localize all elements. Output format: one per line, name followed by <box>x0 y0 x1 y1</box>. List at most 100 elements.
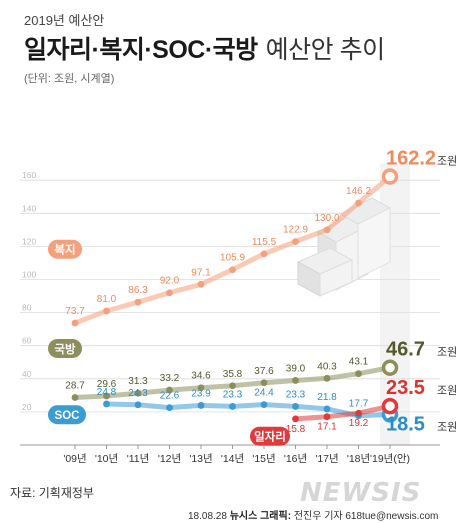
data-point <box>103 392 110 400</box>
final-unit-label: 조원 <box>437 420 457 433</box>
data-point <box>71 394 79 401</box>
data-point <box>292 238 299 246</box>
y-tick-label: 120 <box>22 236 36 246</box>
data-label: 97.1 <box>191 267 211 278</box>
data-label: 23.3 <box>286 389 306 400</box>
data-point <box>292 377 299 384</box>
data-label: 92.0 <box>160 276 180 287</box>
x-tick-label: '18년 <box>347 453 370 465</box>
final-unit-label: 조원 <box>437 346 457 359</box>
data-point <box>103 400 110 408</box>
chart-supertitle: 2019년 예산안 <box>24 13 105 28</box>
x-tick-label: '10년 <box>95 453 118 465</box>
data-label: 37.6 <box>254 366 274 377</box>
data-label: 29.6 <box>97 379 117 390</box>
final-value-label: 23.5 <box>386 377 425 399</box>
data-label: 43.1 <box>349 357 369 368</box>
y-tick-label: 140 <box>22 203 36 213</box>
data-point <box>166 386 173 394</box>
y-tick-label: 60 <box>22 336 32 346</box>
data-label: 115.5 <box>252 237 277 248</box>
x-tick-label: '16년 <box>284 453 307 465</box>
newsis-watermark: NEWSIS <box>300 478 422 508</box>
y-tick-label: 20 <box>22 402 32 412</box>
data-point <box>134 389 142 397</box>
data-point <box>166 289 173 297</box>
series-layer <box>71 168 399 423</box>
series-line-SOC <box>104 401 393 419</box>
legend-pill <box>48 405 86 425</box>
data-label: 23.3 <box>223 389 243 400</box>
legend-label: 복지 <box>54 243 75 257</box>
x-tick-label: '19년(안) <box>370 453 410 465</box>
data-label: 17.7 <box>349 399 369 410</box>
data-point <box>355 370 362 378</box>
data-label: 105.9 <box>220 253 245 264</box>
credit-reporter: 전진우 기자 618tue@newsis.com <box>293 511 439 522</box>
legend-pill <box>250 426 290 446</box>
legend-label: 일자리 <box>254 430 286 444</box>
data-point <box>355 199 362 207</box>
series-line-일자리 <box>293 403 393 422</box>
chart-title-main: 일자리·복지·SOC·국방 <box>24 36 258 64</box>
data-label: 24.3 <box>128 388 148 399</box>
x-tick-label: '14년 <box>221 453 244 465</box>
data-label: 21.8 <box>317 392 337 403</box>
credit-date: 18.08.28 <box>188 511 227 522</box>
line-chart: 20 40 60 80 100 120 140 160 73.7 81.0 86.3 92.0 97.… <box>20 148 457 465</box>
chart-grid: 20 40 60 80 100 120 140 160 <box>20 163 440 446</box>
data-point <box>166 404 173 411</box>
data-point <box>323 405 331 413</box>
data-label: 22.6 <box>160 391 180 402</box>
data-label: 19.2 <box>349 418 369 429</box>
x-tick-label: '12년 <box>158 453 181 465</box>
legend-pill <box>48 339 82 359</box>
data-label: 17.1 <box>317 422 337 433</box>
chart-title: 일자리·복지·SOC·국방 예산안 추이 <box>24 30 385 66</box>
data-point <box>229 403 236 410</box>
labels-layer: 73.7 81.0 86.3 92.0 97.1 105.9 115.5 122.9 130.0… <box>48 148 457 446</box>
data-point <box>260 401 268 409</box>
data-label: 122.9 <box>283 225 308 236</box>
data-label: 39.0 <box>286 363 306 374</box>
legend-label: SOC <box>55 410 80 422</box>
final-unit-label: 조원 <box>437 155 457 168</box>
data-point-final <box>381 397 399 415</box>
data-point <box>260 379 268 387</box>
data-label: 40.3 <box>317 361 337 372</box>
data-label: 33.2 <box>160 373 180 384</box>
building-illustration <box>296 197 392 297</box>
data-point <box>229 382 236 390</box>
data-point <box>197 280 205 288</box>
final-value-label: 18.5 <box>386 413 425 435</box>
final-value-label: 46.7 <box>386 339 425 361</box>
data-point-final <box>381 359 399 376</box>
x-axis: '09년 '10년 '11년 '12년 '13년 '14년 '15년 '16년 '17년 '18년… <box>63 445 410 465</box>
legend-pill <box>48 239 82 259</box>
data-label: 146.2 <box>346 186 371 197</box>
y-tick-label: 100 <box>22 270 36 280</box>
data-point <box>229 266 236 274</box>
data-point <box>197 402 205 409</box>
data-point <box>103 307 110 315</box>
data-point <box>292 403 299 410</box>
data-label: 15.8 <box>286 424 306 435</box>
chart-title-sub: 예산안 추이 <box>265 36 385 64</box>
y-tick-label: 80 <box>22 303 32 313</box>
y-tick-label: 40 <box>22 369 32 379</box>
data-point <box>323 226 331 234</box>
data-label: 86.3 <box>128 285 148 296</box>
source-note: 자료: 기획재정부 <box>10 486 94 500</box>
final-unit-label: 조원 <box>437 384 457 397</box>
data-label: 73.7 <box>65 306 85 317</box>
x-tick-label: '13년 <box>189 453 212 465</box>
data-point <box>355 409 362 417</box>
x-tick-label: '15년 <box>252 453 275 465</box>
x-tick-label: '17년 <box>315 453 338 465</box>
credit-agency: 뉴시스 그래픽: <box>229 511 292 522</box>
data-label: 23.9 <box>191 388 211 399</box>
data-label: 35.8 <box>223 369 243 380</box>
data-label: 28.7 <box>65 381 85 392</box>
data-point <box>134 298 142 306</box>
data-label: 81.0 <box>97 294 117 305</box>
